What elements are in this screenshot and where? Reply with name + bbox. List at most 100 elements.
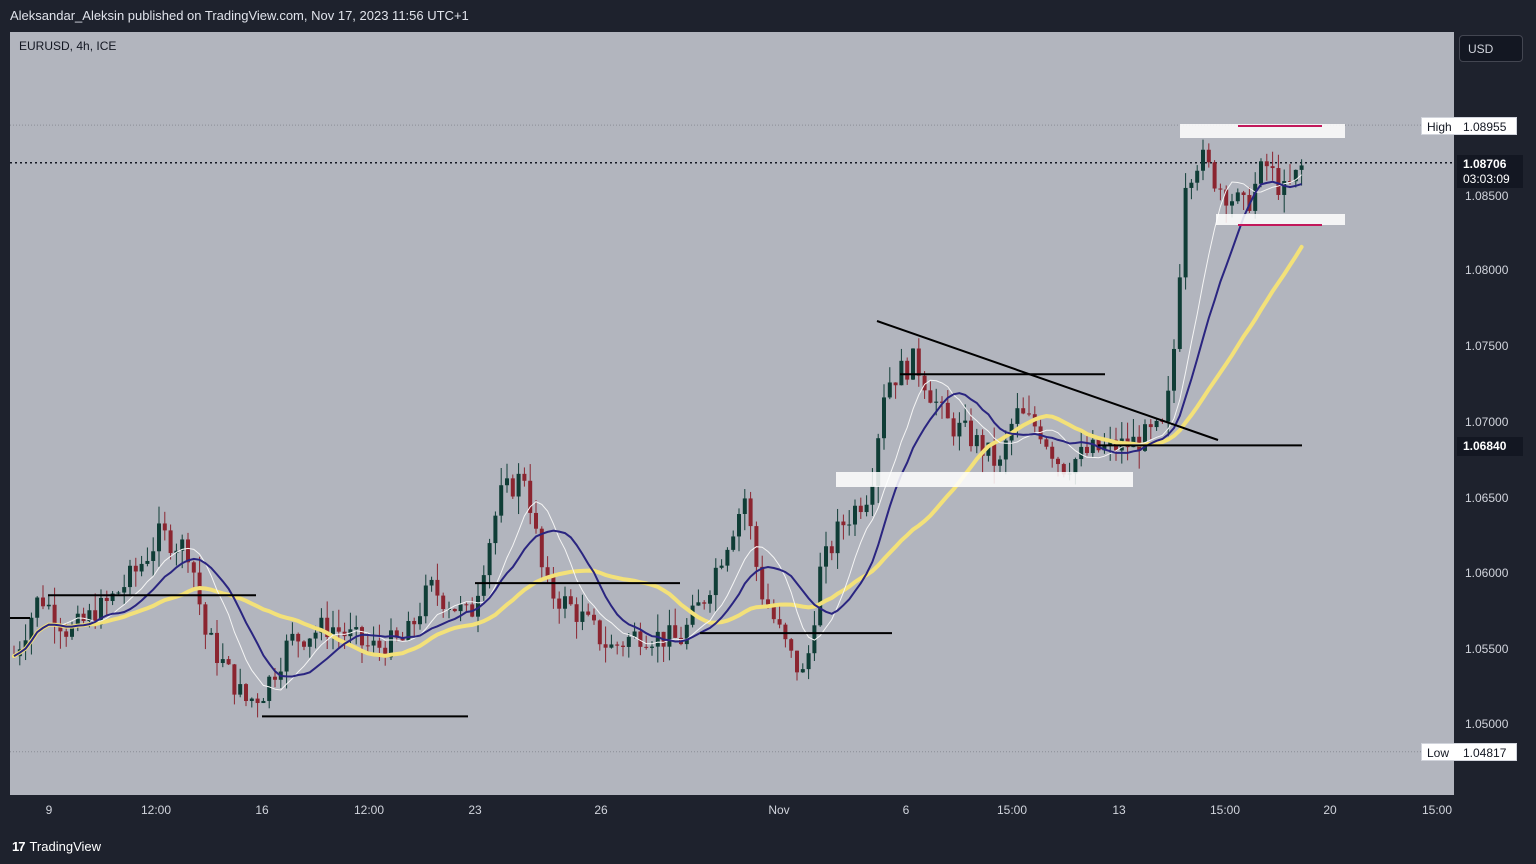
candle-body xyxy=(1230,201,1234,206)
candle-body xyxy=(887,382,892,398)
candle-body xyxy=(1206,149,1211,163)
candle-body xyxy=(771,606,776,620)
candle-body xyxy=(737,514,741,537)
candle-body xyxy=(354,627,359,630)
candle-body xyxy=(35,597,40,618)
candle-body xyxy=(876,438,881,486)
candle-body xyxy=(696,602,701,606)
candle-countdown: 03:03:09 xyxy=(1463,172,1510,186)
candle-body xyxy=(1224,189,1229,206)
candle-body xyxy=(1085,446,1089,454)
candle-body xyxy=(1021,408,1026,414)
time-tick: 26 xyxy=(594,803,608,817)
candle-body xyxy=(1293,169,1298,182)
candle-body xyxy=(133,565,138,572)
candle-body xyxy=(191,562,196,573)
candle-body xyxy=(383,647,388,658)
candle-body xyxy=(922,375,927,391)
time-tick: 13 xyxy=(1112,803,1126,817)
candle-body xyxy=(748,498,753,527)
candle-body xyxy=(516,473,521,497)
candle-body xyxy=(1027,413,1031,415)
demand-zone xyxy=(836,472,1133,487)
candle-body xyxy=(684,624,689,645)
candle-body xyxy=(1172,348,1176,391)
current-price-badge: 1.08706 03:03:09 xyxy=(1457,155,1523,188)
candle-body xyxy=(1241,192,1246,195)
price-tick: 1.05000 xyxy=(1465,717,1509,731)
candle-body xyxy=(464,604,469,606)
candle-body xyxy=(928,390,933,403)
candle-body xyxy=(824,546,828,567)
candle-body xyxy=(389,630,393,658)
candle-body xyxy=(255,698,260,704)
candle-body xyxy=(313,632,318,639)
candle-body xyxy=(806,653,811,670)
candle-body xyxy=(157,523,161,552)
candle-body xyxy=(1183,187,1188,278)
candle-body xyxy=(307,638,312,647)
price-tick: 1.05500 xyxy=(1465,642,1509,656)
candle-body xyxy=(858,505,863,513)
candle-body xyxy=(708,595,712,604)
candle-body xyxy=(220,659,225,664)
candle-body xyxy=(261,700,266,704)
candle-body xyxy=(412,620,417,625)
candle-body xyxy=(87,610,92,622)
range-top-zone xyxy=(1180,124,1345,138)
time-tick: 15:00 xyxy=(1209,803,1241,817)
candle-body xyxy=(273,676,277,680)
candle-body xyxy=(493,515,498,544)
candle-body xyxy=(1189,182,1194,188)
candle-body xyxy=(23,640,28,650)
candle-body xyxy=(319,617,324,633)
fast-moving-average xyxy=(13,174,1302,691)
candle-body xyxy=(215,632,219,664)
candle-body xyxy=(713,567,718,596)
candle-body xyxy=(1015,408,1020,424)
candle-body xyxy=(458,604,463,612)
low-label: Low xyxy=(1427,746,1450,760)
candle-body xyxy=(621,645,625,647)
candle-body xyxy=(1276,168,1281,195)
candle-body xyxy=(783,624,788,640)
candle-body xyxy=(800,669,805,673)
candle-body xyxy=(203,604,208,635)
candle-body xyxy=(719,565,724,568)
candle-body xyxy=(870,485,875,505)
candle-body xyxy=(528,480,533,513)
candle-body xyxy=(505,478,509,486)
time-tick: 20 xyxy=(1323,803,1337,817)
time-tick: 12:00 xyxy=(140,803,172,817)
candle-body xyxy=(116,592,121,594)
candle-body xyxy=(534,512,538,529)
candle-body xyxy=(586,611,591,615)
candle-body xyxy=(1218,188,1223,190)
candle-body xyxy=(655,631,660,647)
candle-body xyxy=(151,551,156,561)
footer-brand[interactable]: 17 TradingView xyxy=(12,836,101,856)
candle-body xyxy=(864,504,869,513)
candle-body xyxy=(238,684,243,695)
candle-body xyxy=(580,611,585,622)
candle-body xyxy=(418,616,422,625)
candle-body xyxy=(1154,420,1159,428)
candle-body xyxy=(568,596,573,605)
top-bar: Aleksandar_Aleksin published on TradingV… xyxy=(0,0,1536,32)
price-tick: 1.07000 xyxy=(1465,415,1509,429)
currency-button[interactable]: USD xyxy=(1459,35,1523,62)
candle-body xyxy=(818,566,823,626)
candle-body xyxy=(284,640,289,672)
candle-body xyxy=(365,645,370,647)
candle-body xyxy=(139,563,144,572)
time-tick: 15:00 xyxy=(1421,803,1453,817)
descending-trendline xyxy=(876,320,1219,441)
candle-body xyxy=(406,620,411,641)
symbol-label[interactable]: EURUSD, 4h, ICE xyxy=(19,39,117,53)
candle-body xyxy=(58,625,63,632)
time-tick: 23 xyxy=(468,803,482,817)
candle-body xyxy=(789,639,794,651)
time-tick: 12:00 xyxy=(353,803,385,817)
candle-body xyxy=(180,539,185,551)
